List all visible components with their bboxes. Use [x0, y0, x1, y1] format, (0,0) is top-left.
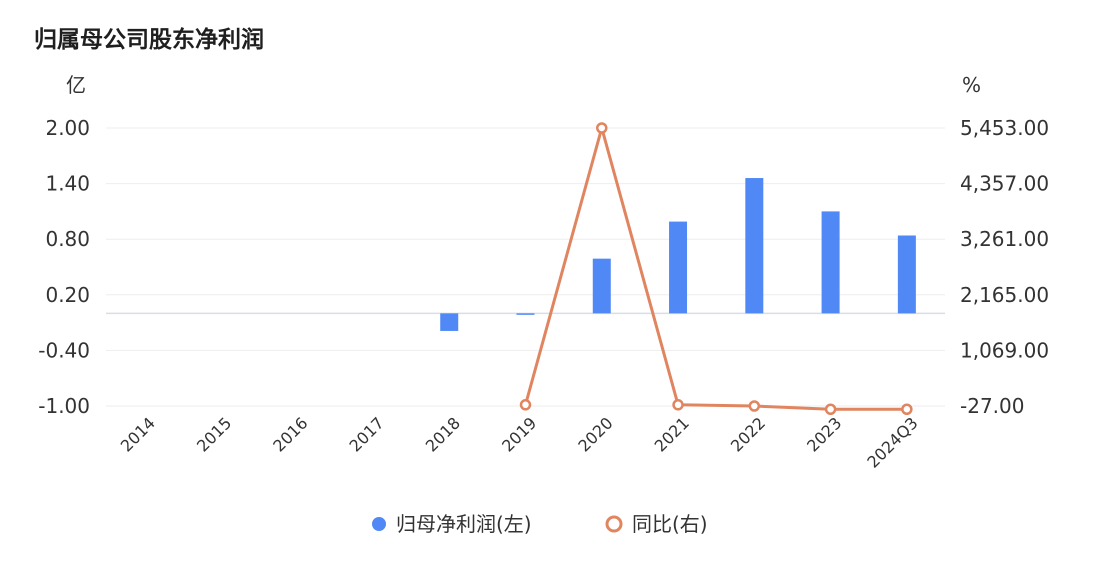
x-tick-label: 2014: [117, 413, 159, 455]
axis-labels: 亿 % 2.00 1.40 0.80 0.20 -0.40 -1.00 5,453.00 4,35…: [38, 73, 1049, 472]
x-tick-label: 2022: [727, 413, 769, 455]
line-point: [748, 400, 761, 412]
left-tick-label: 2.00: [45, 116, 90, 140]
x-tick-label: 2019: [498, 413, 540, 455]
bar: [821, 211, 840, 314]
legend: 归母净利润(左) 同比(右): [372, 512, 708, 536]
bar: [745, 178, 764, 314]
right-tick-label: 1,069.00: [960, 338, 1049, 362]
line-series: [519, 122, 913, 415]
line-point: [672, 399, 684, 411]
right-tick-label: 2,165.00: [960, 283, 1049, 307]
yoy-line: [524, 126, 907, 411]
chart-title: 归属母公司股东净利润: [34, 27, 264, 53]
x-tick-label: 2017: [346, 413, 388, 455]
legend-line-marker: [605, 515, 623, 533]
x-tick-label: 2016: [269, 413, 311, 455]
grid-lines: [106, 127, 945, 407]
line-point: [596, 122, 608, 134]
x-tick-label: 2021: [651, 413, 693, 455]
left-tick-label: 0.20: [45, 283, 90, 307]
right-tick-label: -27.00: [960, 394, 1024, 418]
line-point: [519, 399, 532, 411]
legend-bar-marker: [372, 517, 386, 531]
right-tick-label: 4,357.00: [960, 172, 1049, 196]
x-tick-label: 2018: [422, 413, 464, 455]
line-point: [824, 403, 837, 415]
left-tick-label: 0.80: [45, 227, 90, 251]
bar-series: [440, 178, 916, 331]
legend-line-label: 同比(右): [632, 512, 708, 536]
right-axis-unit: %: [962, 73, 981, 97]
left-tick-label: 1.40: [45, 172, 90, 196]
x-tick-label: 2024Q3: [863, 413, 921, 471]
legend-bar-label: 归母净利润(左): [396, 512, 532, 536]
left-axis-unit: 亿: [66, 73, 86, 97]
line-point: [901, 403, 913, 415]
bar: [592, 258, 611, 314]
left-tick-label: -1.00: [38, 394, 90, 418]
left-tick-label: -0.40: [38, 338, 90, 362]
x-tick-label: 2023: [803, 413, 845, 455]
bar: [897, 235, 916, 314]
right-tick-label: 3,261.00: [960, 227, 1049, 251]
right-tick-label: 5,453.00: [960, 116, 1049, 140]
bar: [669, 221, 688, 314]
x-tick-label: 2015: [193, 413, 235, 455]
x-tick-label: 2020: [574, 413, 616, 455]
bar: [440, 313, 459, 331]
bar: [516, 313, 535, 315]
